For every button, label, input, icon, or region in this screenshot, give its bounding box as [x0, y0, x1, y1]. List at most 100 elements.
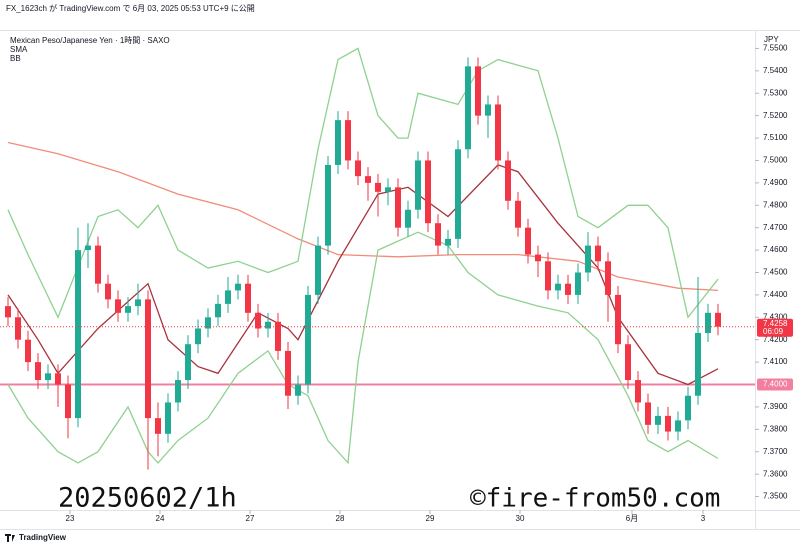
level-box: [757, 378, 793, 391]
y-tick-label: 7.4400: [763, 290, 788, 299]
candle-body: [75, 250, 81, 419]
y-tick-label: 7.4100: [763, 357, 788, 366]
candle-body: [305, 294, 311, 385]
candle-body: [135, 299, 141, 307]
y-tick-label: 7.4700: [763, 223, 788, 232]
candle-body: [55, 373, 61, 385]
currency: JPY: [764, 35, 779, 44]
candle-body: [255, 312, 261, 329]
candle-body: [695, 332, 701, 396]
candle-body: [395, 187, 401, 228]
candle-body: [505, 160, 511, 201]
candle-body: [265, 321, 271, 329]
publisher: FX_1623ch が TradingView.com で 6月 03, 202…: [6, 3, 255, 13]
y-tick-label: 7.4900: [763, 178, 788, 187]
candle-body: [525, 227, 531, 255]
candle-body: [535, 254, 541, 262]
y-tick-label: 7.5000: [763, 156, 788, 165]
candle-body: [315, 245, 321, 295]
candle-body: [285, 350, 291, 396]
legend-entry: SMA: [10, 45, 28, 54]
candle-body: [185, 344, 191, 381]
y-tick-label: 7.5500: [763, 44, 788, 53]
candle-body: [95, 245, 101, 284]
candle-body: [15, 317, 21, 340]
level-label: 7.4000: [763, 380, 788, 389]
candle-body: [385, 187, 391, 192]
y-tick-label: 7.3600: [763, 469, 788, 478]
y-tick-label: 7.3800: [763, 424, 788, 433]
candle-body: [375, 182, 381, 192]
candle-body: [405, 209, 411, 228]
candle-body: [25, 339, 31, 363]
y-tick-label: 7.5200: [763, 111, 788, 120]
candle-body: [465, 66, 471, 150]
candle-body: [615, 294, 621, 345]
candle-body: [45, 373, 51, 381]
y-tick-label: 7.4500: [763, 268, 788, 277]
candle-body: [365, 176, 371, 183]
x-tick-label: 27: [246, 514, 255, 523]
countdown: 06:09: [763, 327, 784, 336]
candle-body: [485, 104, 491, 116]
plot-area: [0, 47, 759, 514]
x-tick-label: 30: [516, 514, 525, 523]
candle-body: [205, 317, 211, 329]
candle-body: [675, 420, 681, 432]
candle-body: [425, 160, 431, 224]
indicator-line: [7, 47, 719, 319]
y-tick-label: 7.3900: [763, 402, 788, 411]
candle-body: [455, 149, 461, 239]
last-price-label: 7.4258: [763, 319, 788, 328]
candle-body: [685, 395, 691, 421]
candle-body: [445, 238, 451, 246]
candle-body: [215, 303, 221, 318]
candle-body: [545, 261, 551, 291]
x-tick-label: 28: [336, 514, 345, 523]
candle-body: [325, 164, 331, 246]
candle-body: [175, 380, 181, 403]
candle-body: [625, 344, 631, 381]
candle-body: [475, 66, 481, 116]
x-tick-label: 3: [701, 514, 706, 523]
indicator-line: [7, 164, 719, 386]
candle-body: [645, 402, 651, 425]
candle-body: [105, 283, 111, 300]
candle-body: [115, 299, 121, 313]
x-tick-label: 23: [66, 514, 75, 523]
watermark: 20250602/1h: [58, 483, 237, 514]
candle-body: [65, 384, 71, 419]
x-tick-label: 29: [426, 514, 435, 523]
candle-body: [125, 306, 131, 313]
candle-body: [655, 415, 661, 425]
candle-body: [435, 223, 441, 246]
candle-body: [195, 328, 201, 345]
candle-body: [235, 283, 241, 291]
y-tick-label: 7.5100: [763, 133, 788, 142]
candle-body: [495, 104, 501, 161]
candle-body: [705, 312, 711, 333]
candle-body: [5, 306, 11, 318]
candle-body: [605, 261, 611, 295]
y-tick-label: 7.4300: [763, 312, 788, 321]
x-tick-label: 24: [156, 514, 165, 523]
candle-body: [415, 160, 421, 210]
candle-body: [595, 245, 601, 262]
y-tick-label: 7.4600: [763, 245, 788, 254]
candle-body: [295, 384, 301, 396]
candle-body: [35, 362, 41, 381]
y-tick-label: 7.3700: [763, 447, 788, 456]
candle-body: [145, 299, 151, 419]
last-price-box: [757, 318, 793, 337]
candle-body: [245, 283, 251, 313]
candle-body: [665, 415, 671, 432]
candle-body: [275, 321, 281, 351]
candle-body: [715, 312, 721, 327]
candle-body: [635, 380, 641, 403]
candle-body: [225, 290, 231, 304]
y-tick-label: 7.5300: [763, 88, 788, 97]
candle-body: [575, 272, 581, 295]
copyright: ©fire-from50.com: [470, 484, 720, 514]
brand: TradingView: [19, 533, 67, 542]
